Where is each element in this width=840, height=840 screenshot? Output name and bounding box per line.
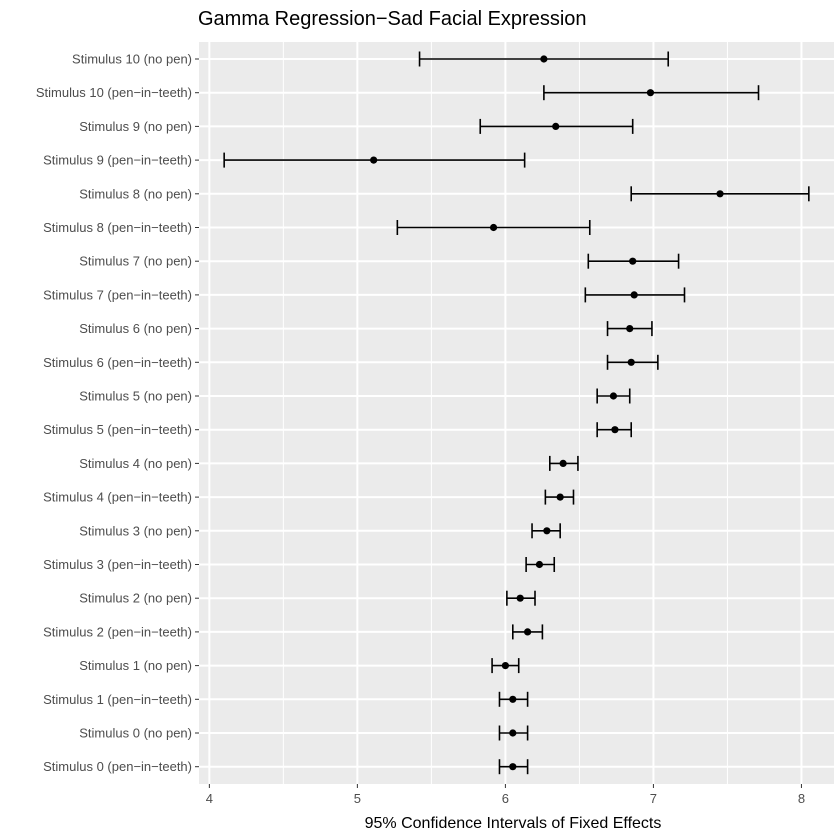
estimate-point xyxy=(524,628,532,636)
y-tick-label: Stimulus 8 (no pen) xyxy=(79,186,192,201)
estimate-point xyxy=(716,190,724,198)
x-tick-label: 6 xyxy=(502,791,509,806)
estimate-point xyxy=(509,763,517,771)
y-tick-label: Stimulus 3 (pen−in−teeth) xyxy=(43,557,192,572)
y-tick-label: Stimulus 8 (pen−in−teeth) xyxy=(43,220,192,235)
estimate-point xyxy=(552,122,560,130)
estimate-point xyxy=(509,729,517,737)
estimate-point xyxy=(646,89,655,97)
x-tick-label: 8 xyxy=(798,791,805,806)
minor-gridlines xyxy=(282,42,728,784)
estimate-point xyxy=(629,257,637,265)
estimate-point xyxy=(489,223,498,232)
estimate-point xyxy=(626,325,634,333)
estimate-point xyxy=(611,426,619,434)
estimate-point xyxy=(559,459,567,467)
estimate-point xyxy=(370,156,378,164)
y-tick-label: Stimulus 4 (pen−in−teeth) xyxy=(43,490,192,505)
y-axis: Stimulus 10 (no pen) Stimulus 10 (pen−in−… xyxy=(36,52,199,774)
y-tick-label: Stimulus 10 (pen−in−teeth) xyxy=(36,85,192,100)
estimate-point xyxy=(543,527,551,535)
x-axis: 4 5 6 7 8 xyxy=(206,784,805,806)
y-tick-label: Stimulus 1 (no pen) xyxy=(79,658,192,673)
estimate-point xyxy=(509,695,517,703)
y-tick-label: Stimulus 5 (no pen) xyxy=(79,389,192,404)
plot-panel xyxy=(199,42,834,784)
estimate-point xyxy=(627,358,635,366)
y-tick-label: Stimulus 9 (pen−in−teeth) xyxy=(43,153,192,168)
estimate-point xyxy=(609,392,618,400)
x-axis-title: 95% Confidence Intervals of Fixed Effect… xyxy=(365,815,662,832)
y-tick-label: Stimulus 0 (pen−in−teeth) xyxy=(43,759,192,774)
y-tick-label: Stimulus 2 (no pen) xyxy=(79,591,192,606)
y-tick-label: Stimulus 6 (pen−in−teeth) xyxy=(43,355,192,370)
x-tick-label: 4 xyxy=(206,791,213,806)
estimate-point xyxy=(535,560,544,569)
chart-title: Gamma Regression−Sad Facial Expression xyxy=(198,8,587,30)
y-tick-label: Stimulus 6 (no pen) xyxy=(79,321,192,336)
y-tick-label: Stimulus 0 (no pen) xyxy=(79,726,192,741)
error-bars xyxy=(223,51,810,775)
y-tick-label: Stimulus 5 (pen−in−teeth) xyxy=(43,422,192,437)
estimate-point xyxy=(540,55,548,63)
y-tick-label: Stimulus 3 (no pen) xyxy=(79,523,192,538)
x-tick-label: 7 xyxy=(650,791,657,806)
estimate-point xyxy=(516,594,524,602)
estimate-point xyxy=(630,291,638,299)
y-tick-label: Stimulus 10 (no pen) xyxy=(72,52,192,67)
x-tick-label: 5 xyxy=(354,791,361,806)
y-tick-label: Stimulus 2 (pen−in−teeth) xyxy=(43,624,192,639)
estimate-point xyxy=(556,493,564,501)
y-tick-label: Stimulus 7 (pen−in−teeth) xyxy=(43,287,192,302)
estimate-point xyxy=(501,662,509,670)
y-tick-label: Stimulus 1 (pen−in−teeth) xyxy=(43,692,192,707)
y-tick-label: Stimulus 7 (no pen) xyxy=(79,254,192,269)
y-tick-label: Stimulus 4 (no pen) xyxy=(79,456,192,471)
y-tick-label: Stimulus 9 (no pen) xyxy=(79,119,192,134)
